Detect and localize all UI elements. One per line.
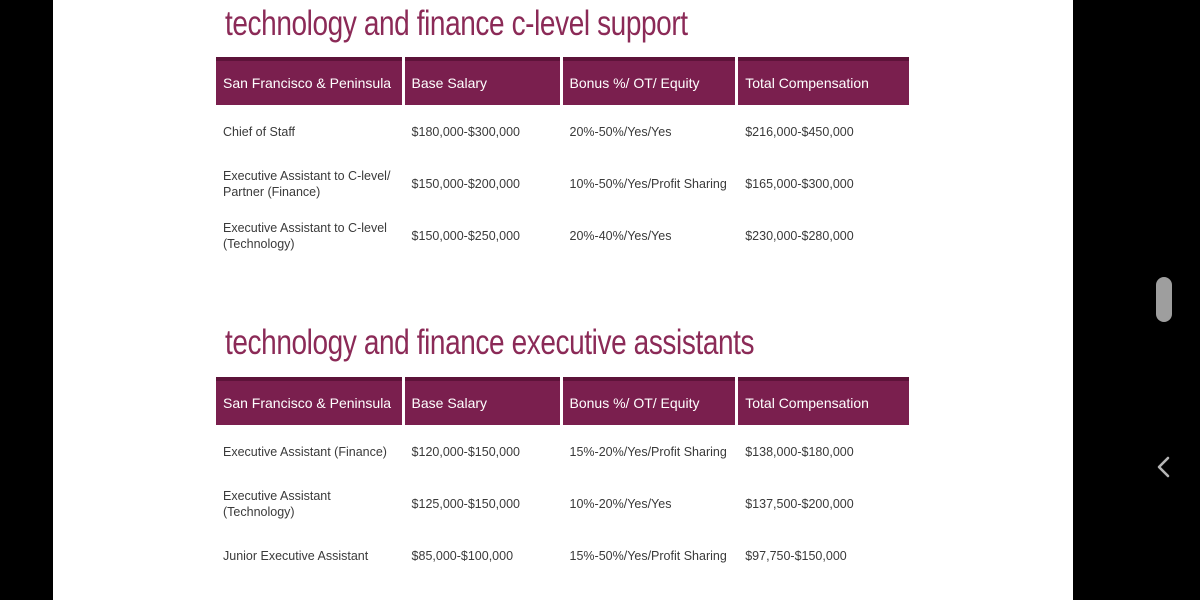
base-salary-cell: $120,000-$150,000 (411, 444, 520, 459)
role-cell: Chief of Staff (223, 124, 296, 139)
column-header-location: San Francisco & Peninsula (216, 377, 402, 425)
role-cell: Executive Assistant to C-level/ Partner … (223, 168, 391, 199)
base-salary-cell: $180,000-$300,000 (411, 124, 520, 139)
role-cell: Junior Executive Assistant (223, 548, 369, 563)
total-comp-cell: $137,500-$200,000 (745, 496, 854, 511)
total-comp-cell: $138,000-$180,000 (745, 444, 854, 459)
left-bezel (0, 0, 53, 600)
column-header-bonus: Bonus %/ OT/ Equity (562, 57, 736, 105)
scrollbar-thumb[interactable] (1156, 277, 1172, 322)
column-header-location: San Francisco & Peninsula (216, 57, 402, 105)
executive-assistants-table: San Francisco & Peninsula Base Salary Bo… (216, 377, 909, 581)
role-cell: Executive Assistant to C-level (Technolo… (223, 220, 387, 251)
bonus-cell: 10%-50%/Yes/Profit Sharing (569, 176, 727, 191)
bonus-cell: 15%-50%/Yes/Profit Sharing (569, 548, 727, 563)
column-header-base-salary: Base Salary (404, 377, 560, 425)
base-salary-cell: $85,000-$100,000 (411, 548, 514, 563)
base-salary-cell: $150,000-$250,000 (411, 228, 520, 243)
column-header-bonus: Bonus %/ OT/ Equity (562, 377, 736, 425)
back-chevron[interactable] (1152, 454, 1174, 480)
bonus-cell: 20%-50%/Yes/Yes (569, 124, 672, 139)
right-bezel (1073, 0, 1200, 600)
total-comp-cell: $216,000-$450,000 (745, 124, 854, 139)
role-cell: Executive Assistant (Technology) (223, 488, 331, 519)
total-comp-cell: $230,000-$280,000 (745, 228, 854, 243)
document-page: technology and finance c-level support S… (53, 0, 1073, 600)
total-comp-cell: $97,750-$150,000 (745, 548, 847, 563)
total-comp-cell: $165,000-$300,000 (745, 176, 854, 191)
base-salary-cell: $125,000-$150,000 (411, 496, 520, 511)
column-header-total-comp: Total Compensation (738, 57, 909, 105)
c-level-support-table: San Francisco & Peninsula Base Salary Bo… (216, 57, 909, 261)
column-header-total-comp: Total Compensation (738, 377, 909, 425)
bonus-cell: 10%-20%/Yes/Yes (569, 496, 672, 511)
bonus-cell: 20%-40%/Yes/Yes (569, 228, 672, 243)
chevron-left-icon (1157, 456, 1170, 478)
section-title-executive-assistants: technology and finance executive assista… (225, 323, 755, 362)
bonus-cell: 15%-20%/Yes/Profit Sharing (569, 444, 727, 459)
base-salary-cell: $150,000-$200,000 (411, 176, 520, 191)
column-header-base-salary: Base Salary (404, 57, 560, 105)
role-cell: Executive Assistant (Finance) (223, 444, 387, 459)
section-title-c-level-support: technology and finance c-level support (225, 4, 688, 43)
